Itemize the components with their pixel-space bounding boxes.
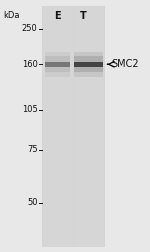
Bar: [43, 6, 73, 247]
Bar: [45, 52, 70, 77]
Bar: [74, 62, 103, 67]
Text: 160: 160: [22, 60, 38, 69]
Bar: [42, 6, 105, 247]
Text: 50: 50: [27, 198, 38, 207]
Text: E: E: [54, 11, 61, 21]
Text: SMC2: SMC2: [112, 59, 139, 69]
Bar: [45, 62, 70, 67]
Text: kDa: kDa: [3, 11, 20, 20]
Text: 105: 105: [22, 105, 38, 114]
Bar: [74, 56, 103, 72]
Text: T: T: [80, 11, 87, 21]
Bar: [74, 6, 104, 247]
Bar: [45, 56, 70, 72]
Text: 75: 75: [27, 145, 38, 154]
Text: 250: 250: [22, 24, 38, 34]
Bar: [74, 52, 103, 77]
